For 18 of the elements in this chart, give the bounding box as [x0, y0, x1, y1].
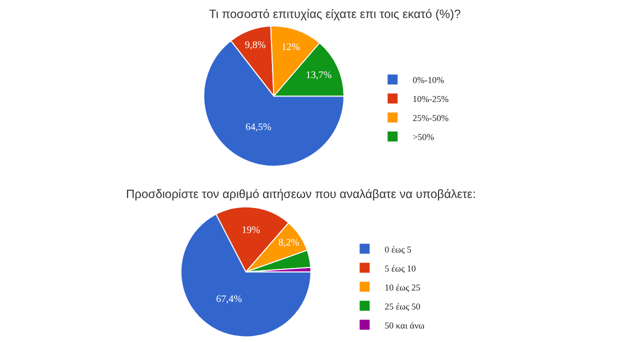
data-label: 9,8%	[244, 40, 266, 52]
data-label: 67,4%	[216, 294, 242, 306]
chart-title: Προσδιορίστε τον αριθμό αιτήσεων που αναλάβατε να υποβάλετε:	[126, 187, 476, 201]
legend-label: 25 έως 50	[384, 301, 421, 312]
legend-label: >50%	[412, 132, 435, 142]
legend-label: 50 και άνω	[384, 320, 425, 330]
data-label: 8,2%	[278, 237, 300, 248]
legend-label: 10%-25%	[412, 94, 450, 104]
legend-label: 10 έως 25	[384, 282, 421, 292]
data-label: 19%	[242, 225, 260, 236]
data-label: 64,5%	[246, 122, 272, 134]
legend-label: 25%-50%	[412, 112, 450, 123]
chart-title: Τι ποσοστό επιτυχίας είχατε επι τοις εκατό (%)?	[209, 7, 462, 21]
legend-label: 5 έως 10	[384, 263, 416, 274]
legend-label: 0%-10%	[412, 74, 445, 85]
legend-label: 0 έως 5	[384, 244, 412, 254]
data-label: 13,7%	[306, 70, 332, 81]
data-label: 12%	[281, 42, 300, 54]
